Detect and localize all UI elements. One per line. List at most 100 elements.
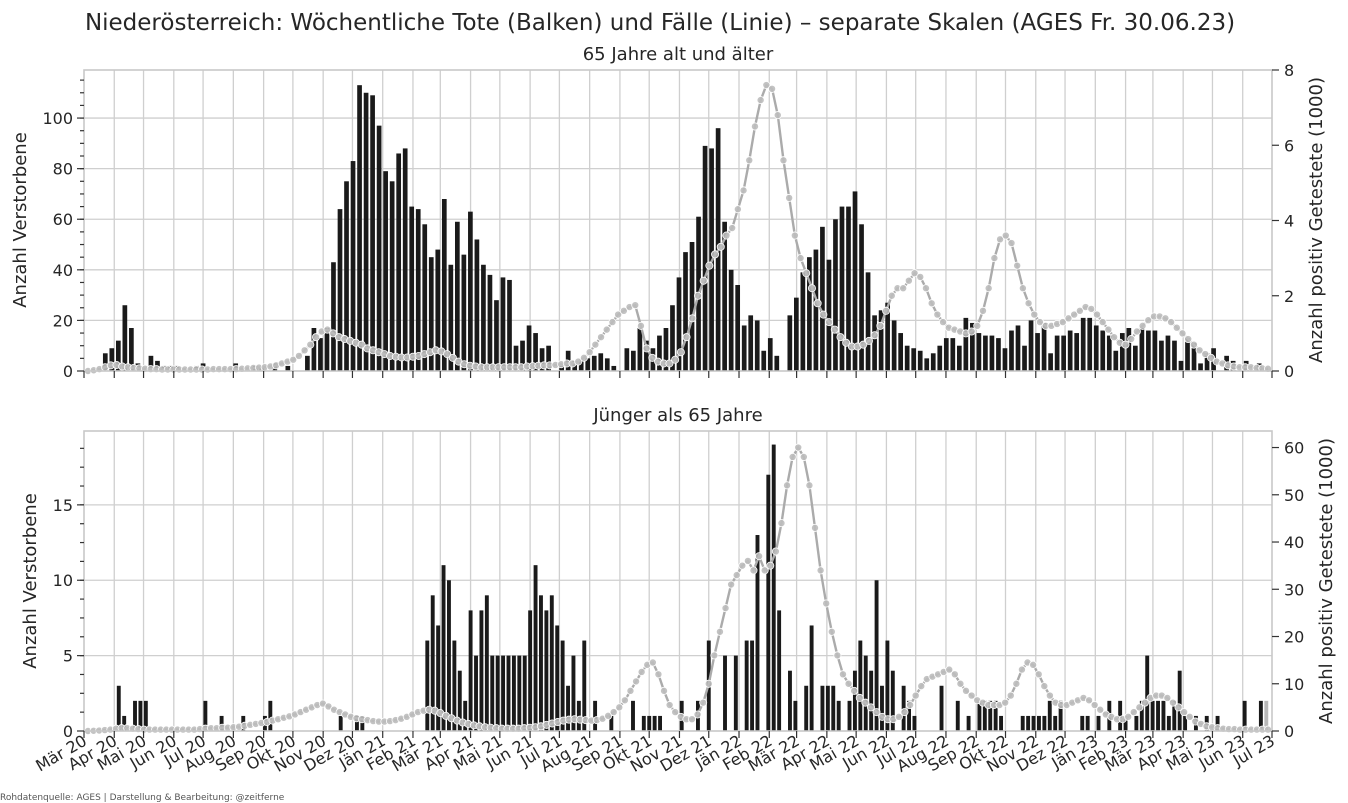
bar — [631, 350, 636, 371]
cases-point — [825, 318, 834, 327]
cases-point — [289, 355, 298, 364]
bar — [468, 211, 473, 371]
cases-point — [760, 566, 769, 575]
cases-point — [745, 156, 754, 165]
bar — [452, 640, 457, 731]
bar — [507, 279, 512, 371]
bar — [1161, 700, 1166, 731]
bar — [863, 655, 868, 731]
bar — [912, 715, 917, 731]
bar — [874, 580, 879, 731]
bar — [1172, 700, 1177, 731]
bar — [350, 161, 356, 371]
bar — [1113, 350, 1119, 371]
bar — [1242, 700, 1247, 731]
cases-point — [1017, 665, 1026, 674]
cases-point — [799, 452, 808, 461]
bar — [983, 335, 988, 371]
bar — [370, 95, 375, 371]
bar — [566, 685, 570, 731]
y-tick-label: 5 — [63, 647, 73, 666]
cases-point — [665, 701, 674, 710]
cases-point — [1163, 693, 1172, 702]
cases-point — [894, 712, 903, 721]
y2-tick-label: 50 — [1284, 486, 1304, 505]
bar — [122, 305, 128, 371]
bar — [885, 302, 890, 371]
bar — [930, 353, 936, 371]
panel-bottom-ylabel: Anzahl Verstorbene — [20, 493, 41, 669]
cases-point — [916, 272, 925, 281]
bar — [767, 338, 773, 371]
cases-point — [844, 679, 853, 688]
bar — [559, 365, 564, 371]
cases-point — [660, 686, 669, 695]
bar — [484, 595, 489, 731]
bar — [880, 685, 884, 731]
y2-tick-label: 0 — [1284, 362, 1294, 381]
cases-point — [357, 340, 366, 349]
bar — [800, 272, 806, 371]
bar — [820, 226, 825, 371]
cases-point — [1161, 314, 1170, 323]
cases-point — [1096, 705, 1105, 714]
bar — [526, 325, 532, 371]
bar — [102, 353, 108, 371]
bar — [793, 700, 798, 731]
panel-top-y2label: Anzahl positiv Getestete (1000) — [1306, 77, 1327, 363]
bar — [631, 700, 635, 731]
panel-top-ticks: 0 20 40 60 80 100 0 2 4 6 8 — [42, 61, 1294, 381]
bar — [1026, 715, 1031, 731]
panel-top-subtitle: 65 Jahre alt und älter — [583, 44, 774, 65]
cases-point — [939, 318, 948, 327]
bar — [1053, 715, 1058, 731]
bar — [133, 700, 137, 731]
cases-point — [906, 701, 915, 710]
cases-point — [1168, 698, 1177, 707]
bar — [461, 254, 467, 371]
bar — [389, 181, 395, 371]
bar — [1028, 320, 1034, 371]
bar — [430, 595, 435, 731]
bar — [890, 670, 895, 731]
bar — [771, 444, 776, 731]
bar — [1037, 715, 1041, 731]
cases-point — [443, 350, 452, 359]
bar — [360, 715, 365, 731]
bar — [396, 153, 402, 371]
cases-point — [779, 156, 788, 165]
cases-point — [688, 314, 697, 323]
cases-point — [676, 348, 685, 357]
y2-tick-label: 2 — [1284, 287, 1294, 306]
bar — [652, 715, 657, 731]
bar — [825, 685, 830, 731]
bar — [555, 625, 560, 731]
cases-point — [833, 651, 842, 660]
cases-point — [597, 333, 606, 342]
cases-point — [1189, 340, 1198, 349]
cases-point — [1006, 691, 1015, 700]
bar — [676, 277, 682, 371]
bar — [311, 328, 317, 371]
cases-point — [1184, 335, 1193, 344]
bar — [1031, 715, 1036, 731]
bar — [448, 264, 454, 371]
bar — [754, 320, 760, 371]
cases-point — [642, 344, 651, 353]
cases-point — [654, 670, 663, 679]
cases-point — [693, 710, 702, 719]
cases-point — [1185, 712, 1194, 721]
bar — [1080, 715, 1085, 731]
bar — [624, 348, 630, 371]
bar — [143, 700, 148, 731]
cases-point — [1129, 708, 1138, 717]
bar — [813, 249, 819, 371]
bar — [982, 700, 987, 731]
y-tick-label: 60 — [53, 210, 73, 229]
bar — [787, 315, 793, 371]
bar — [683, 252, 688, 371]
bar — [663, 328, 669, 371]
bar — [1126, 328, 1132, 371]
bar — [1183, 715, 1188, 731]
bar — [735, 285, 741, 371]
